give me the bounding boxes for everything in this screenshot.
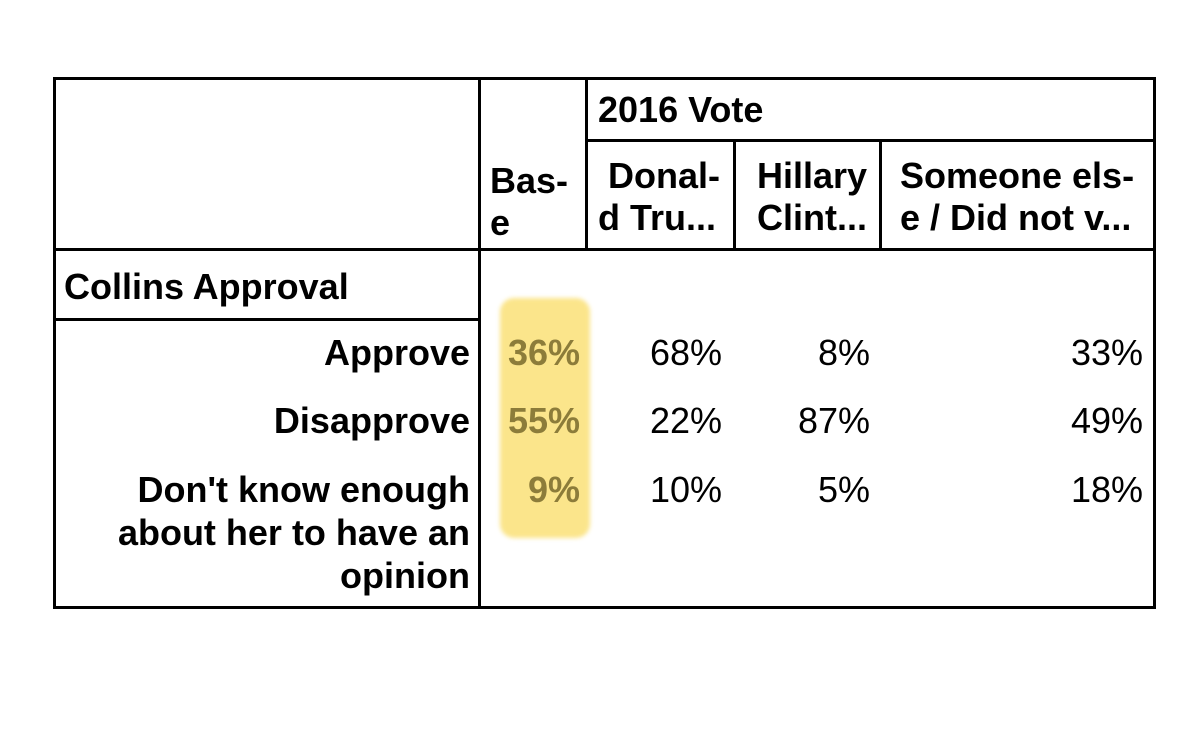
divider-horizontal-section [53, 318, 481, 321]
group-header-2016-vote: 2016 Vote [598, 89, 764, 130]
row-dont-know-base: 9% [527, 469, 580, 510]
column-header-other-line1: Someone els- [900, 155, 1135, 196]
divider-vertical-base [585, 77, 588, 250]
column-header-clinton-line2: Clint... [757, 197, 867, 238]
divider-vertical-label [478, 77, 481, 609]
base-header-line2: e [490, 202, 511, 243]
row-dont-know-trump: 10% [649, 469, 722, 510]
row-approve-clinton: 8% [817, 332, 870, 373]
row-label-dont-know-line1: Don't know enough [137, 469, 470, 510]
row-approve-trump: 68% [649, 332, 722, 373]
column-header-other-line2: e / Did not v... [900, 197, 1132, 238]
section-label-collins-approval: Collins Approval [64, 266, 349, 307]
crosstab-table [53, 77, 1156, 609]
row-disapprove-trump: 22% [649, 400, 722, 441]
row-disapprove-base: 55% [507, 400, 580, 441]
row-label-approve: Approve [323, 332, 470, 373]
row-disapprove-clinton: 87% [797, 400, 870, 441]
divider-horizontal-header [53, 248, 1156, 251]
row-dont-know-clinton: 5% [817, 469, 870, 510]
base-column-highlight [500, 298, 590, 538]
column-header-trump-line1: Donal- [608, 155, 720, 196]
row-label-disapprove: Disapprove [273, 400, 470, 441]
row-label-dont-know-line2: about her to have an [117, 512, 470, 553]
divider-vertical-clinton [879, 139, 882, 250]
row-label-dont-know-line3: opinion [340, 555, 470, 596]
row-disapprove-other: 49% [1070, 400, 1143, 441]
divider-horizontal-group [585, 139, 1156, 142]
column-header-trump-line2: d Tru... [598, 197, 717, 238]
column-header-clinton-line1: Hillary [757, 155, 868, 196]
base-header-line1: Bas- [490, 160, 569, 201]
row-approve-other: 33% [1070, 332, 1143, 373]
row-approve-base: 36% [507, 332, 580, 373]
divider-vertical-trump [733, 139, 736, 250]
row-dont-know-other: 18% [1070, 469, 1143, 510]
